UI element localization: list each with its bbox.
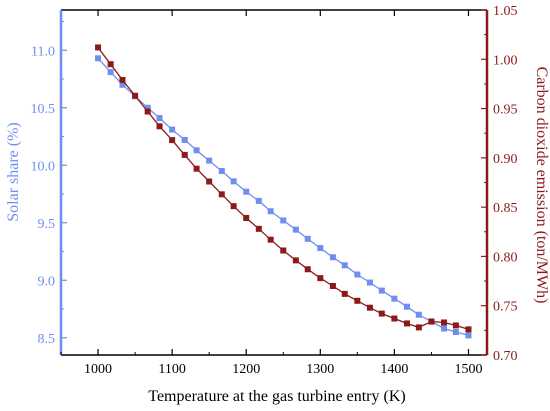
solar-share-point xyxy=(452,329,459,335)
co2-emission-point xyxy=(132,92,139,99)
co2-emission-point xyxy=(206,178,213,185)
left-y-tick-label: 10.5 xyxy=(31,102,56,117)
right-y-tick-label: 0.70 xyxy=(493,349,518,364)
co2-emission-point xyxy=(304,266,311,273)
plot-frame xyxy=(59,9,489,356)
axis-ticks: 1000 1100 1200 1300 1400 1500 8.5 9.0 9.5 10.0 10.… xyxy=(31,4,518,377)
x-tick-label: 1500 xyxy=(454,362,482,377)
solar-share-point xyxy=(441,325,448,332)
co2-emission-point xyxy=(144,108,151,115)
x-tick-label: 1400 xyxy=(380,362,408,377)
co2-emission-point xyxy=(107,61,114,68)
co2-emission-point xyxy=(95,44,102,51)
solar-share-point xyxy=(378,287,385,294)
co2-emission-point xyxy=(292,257,299,264)
co2-emission-point xyxy=(280,247,287,254)
x-tick-label: 1200 xyxy=(232,362,260,377)
right-y-tick-label: 1.00 xyxy=(493,53,518,68)
co2-emission-point xyxy=(230,203,237,210)
right-y-tick-label: 0.90 xyxy=(493,152,518,167)
x-axis-title: Temperature at the gas turbine entry (K) xyxy=(148,388,405,405)
solar-share-point xyxy=(354,271,361,278)
solar-share-point xyxy=(107,69,114,76)
co2-emission-point xyxy=(428,318,435,325)
co2-emission-point xyxy=(366,304,373,311)
co2-emission-point xyxy=(441,319,448,326)
co2-emission-point xyxy=(415,324,422,331)
solar-share-point xyxy=(329,254,336,261)
solar-share-point xyxy=(144,104,151,111)
co2-emission-point xyxy=(218,191,225,198)
co2-emission-point xyxy=(341,290,348,297)
solar-share-point xyxy=(243,188,250,195)
solar-share-point xyxy=(366,279,373,286)
x-tick-label: 1100 xyxy=(158,362,185,377)
solar-share-point xyxy=(415,311,422,318)
solar-share-point xyxy=(181,136,188,143)
co2-emission-point xyxy=(267,236,274,243)
solar-share-point xyxy=(230,178,237,185)
solar-share-point xyxy=(304,235,311,242)
co2-emission-point xyxy=(317,275,324,282)
co2-emission-point xyxy=(354,297,361,304)
solar-share-point xyxy=(391,295,398,302)
co2-emission-point xyxy=(329,283,336,289)
co2-emission-point xyxy=(243,214,250,221)
solar-share-point xyxy=(169,126,176,133)
solar-share-point xyxy=(465,332,472,339)
solar-share-point xyxy=(255,197,262,204)
solar-share-point xyxy=(267,208,274,215)
solar-share-point xyxy=(119,81,126,88)
co2-emission-point xyxy=(156,123,163,130)
solar-share-point xyxy=(317,245,324,252)
solar-share-point xyxy=(156,115,163,122)
solar-share-point xyxy=(218,168,225,174)
series-layer xyxy=(95,44,472,339)
solar-share-point xyxy=(341,262,348,269)
solar-share-point xyxy=(206,157,213,164)
solar-share-point xyxy=(193,147,200,154)
right-y-tick-label: 0.95 xyxy=(493,103,518,118)
solar-share-point xyxy=(292,226,299,233)
x-tick-label: 1000 xyxy=(84,362,112,377)
solar-share-point xyxy=(403,303,410,310)
right-y-tick-label: 1.05 xyxy=(493,4,518,19)
solar-share-point xyxy=(280,217,287,224)
x-tick-label: 1300 xyxy=(306,362,334,377)
right-y-tick-label: 0.75 xyxy=(493,300,518,315)
right-y-tick-label: 0.85 xyxy=(493,201,518,216)
right-y-axis-title: Carbon dioxide emission (ton/MWh) xyxy=(533,67,550,304)
co2-emission-point xyxy=(391,315,398,322)
co2-emission-point xyxy=(403,320,410,327)
co2-emission-point xyxy=(452,322,459,329)
left-y-tick-label: 8.5 xyxy=(38,332,56,347)
co2-emission-point xyxy=(193,165,200,172)
left-y-tick-label: 9.0 xyxy=(38,274,56,289)
co2-emission-point xyxy=(181,151,188,158)
solar-share-point xyxy=(95,55,102,62)
co2-emission-point xyxy=(119,76,126,83)
left-y-tick-label: 11.0 xyxy=(31,44,55,59)
left-y-tick-label: 10.0 xyxy=(31,159,56,174)
co2-emission-point xyxy=(255,225,262,232)
solar-share-line xyxy=(97,57,469,337)
left-y-axis-title: Solar share (%) xyxy=(5,122,22,222)
co2-emission-point xyxy=(169,137,176,144)
co2-emission-point xyxy=(465,326,472,333)
left-y-tick-label: 9.5 xyxy=(38,217,56,232)
co2-emission-line xyxy=(97,47,469,331)
right-y-tick-label: 0.80 xyxy=(493,250,518,265)
co2-emission-point xyxy=(378,310,385,317)
